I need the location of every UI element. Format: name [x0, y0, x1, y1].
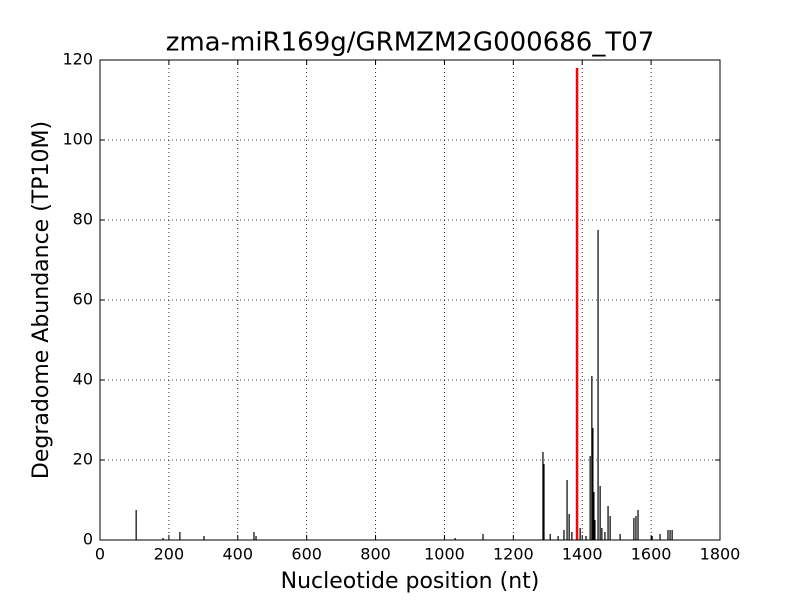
y-tick-label: 0 [83, 530, 93, 549]
y-tick-label: 40 [73, 370, 93, 389]
x-tick-label: 1800 [700, 545, 741, 564]
x-tick-label: 800 [360, 545, 391, 564]
y-tick-label: 60 [73, 290, 93, 309]
x-tick-label: 1600 [631, 545, 672, 564]
y-tick-label: 100 [62, 130, 93, 149]
x-tick-label: 1000 [424, 545, 465, 564]
x-axis-label: Nucleotide position (nt) [281, 569, 540, 594]
y-tick-label: 20 [73, 450, 93, 469]
x-tick-label: 600 [291, 545, 322, 564]
chart-title: zma-miR169g/GRMZM2G000686_T07 [166, 28, 655, 58]
y-tick-label: 120 [62, 50, 93, 69]
x-tick-label: 0 [95, 545, 105, 564]
x-tick-label: 200 [154, 545, 185, 564]
x-tick-label: 1400 [562, 545, 603, 564]
y-axis-label: Degradome Abundance (TP10M) [29, 121, 54, 479]
x-tick-label: 400 [223, 545, 254, 564]
x-tick-label: 1200 [493, 545, 534, 564]
plot-frame [99, 59, 721, 541]
y-tick-label: 80 [73, 210, 93, 229]
